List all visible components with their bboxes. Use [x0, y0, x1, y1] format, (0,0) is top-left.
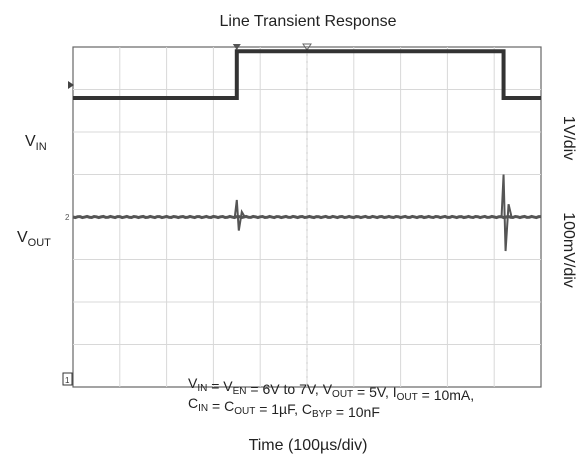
channel-1-ground-label: 1 — [65, 376, 70, 385]
vin-trace — [73, 49, 541, 100]
trigger-marker-icon — [232, 44, 241, 50]
vout-label: VOUT — [17, 229, 51, 249]
vout-transient-rise — [233, 199, 246, 231]
trigger-level-icon — [68, 81, 74, 89]
channel-1-ground-marker — [62, 372, 73, 386]
conditions-line-1: VIN = VEN = 6V to 7V, VOUT = 5V, IOUT = … — [188, 375, 474, 403]
scale-label-100mv-div: 100mV/div — [560, 212, 577, 288]
channel-2-marker: 2 — [65, 213, 70, 222]
plot-area: 21 — [62, 43, 542, 388]
x-axis-label: Time (100µs/div) — [249, 437, 368, 454]
center-marker-icon — [302, 43, 312, 51]
chart-title: Line Transient Response — [220, 13, 397, 30]
vin-label: VIN — [25, 133, 47, 153]
vout-transient-fall — [500, 174, 513, 252]
scale-label-1v-div: 1V/div — [560, 116, 577, 160]
vout-trace — [72, 214, 542, 220]
conditions-line-2: CIN = COUT = 1µF, CBYP = 10nF — [188, 395, 380, 420]
